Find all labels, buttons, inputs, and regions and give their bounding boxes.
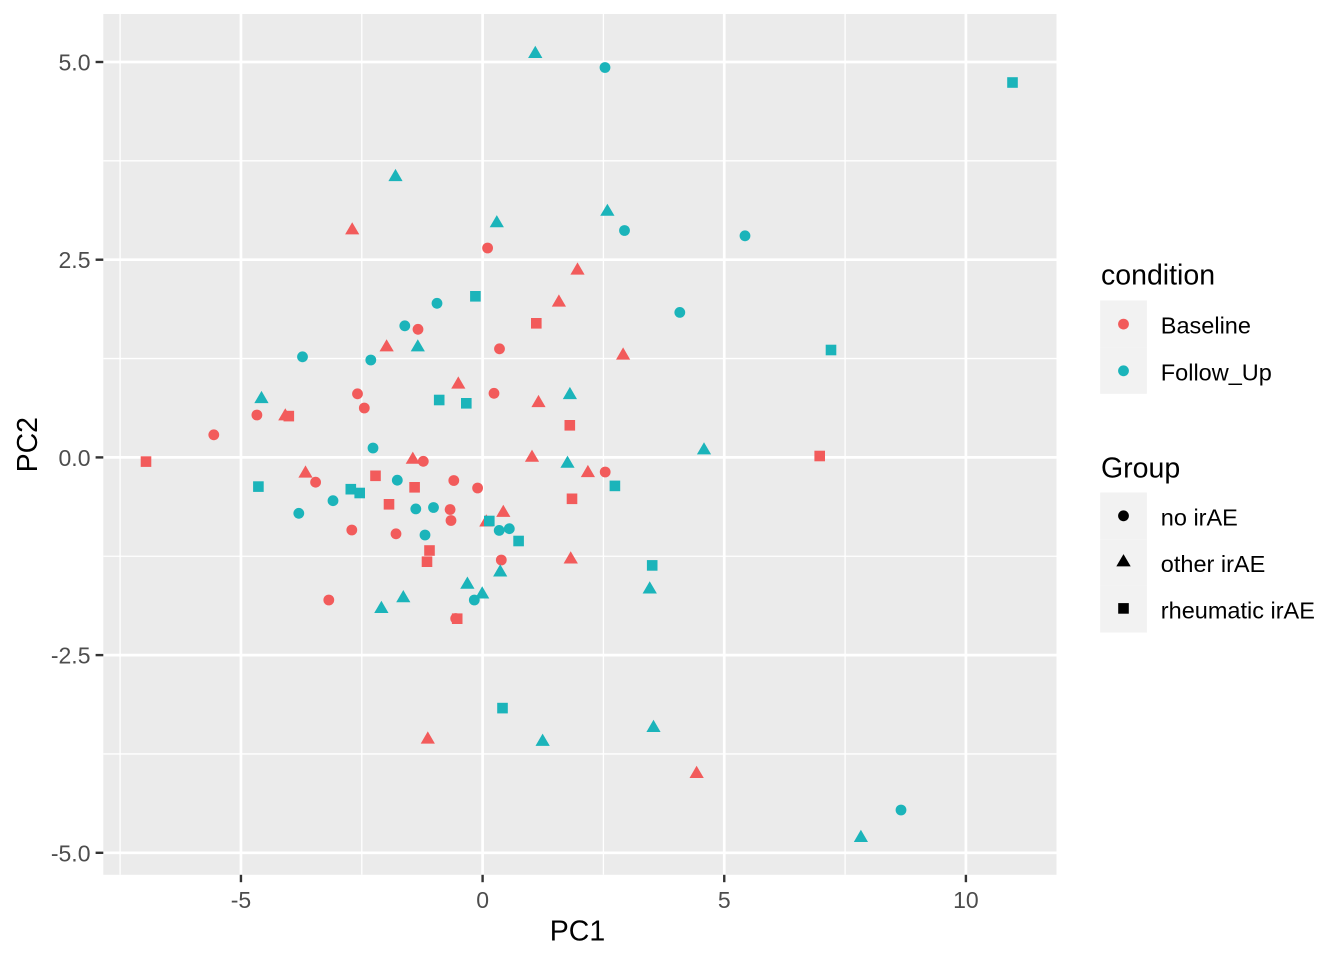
svg-text:-5: -5 bbox=[231, 887, 251, 913]
svg-text:Follow_Up: Follow_Up bbox=[1161, 359, 1272, 385]
svg-text:condition: condition bbox=[1101, 259, 1215, 291]
svg-text:0: 0 bbox=[476, 887, 489, 913]
svg-text:PC1: PC1 bbox=[550, 916, 605, 948]
svg-text:-2.5: -2.5 bbox=[51, 643, 91, 669]
svg-text:PC2: PC2 bbox=[12, 417, 44, 472]
svg-text:2.5: 2.5 bbox=[59, 247, 91, 273]
svg-text:no irAE: no irAE bbox=[1161, 504, 1238, 530]
svg-text:Baseline: Baseline bbox=[1161, 313, 1251, 339]
svg-text:rheumatic irAE: rheumatic irAE bbox=[1161, 597, 1315, 623]
svg-text:10: 10 bbox=[953, 887, 979, 913]
svg-text:other irAE: other irAE bbox=[1161, 551, 1266, 577]
svg-text:-5.0: -5.0 bbox=[51, 840, 91, 866]
svg-text:0.0: 0.0 bbox=[59, 445, 91, 471]
svg-text:5: 5 bbox=[718, 887, 731, 913]
svg-text:5.0: 5.0 bbox=[59, 50, 91, 76]
svg-text:Group: Group bbox=[1101, 453, 1180, 485]
